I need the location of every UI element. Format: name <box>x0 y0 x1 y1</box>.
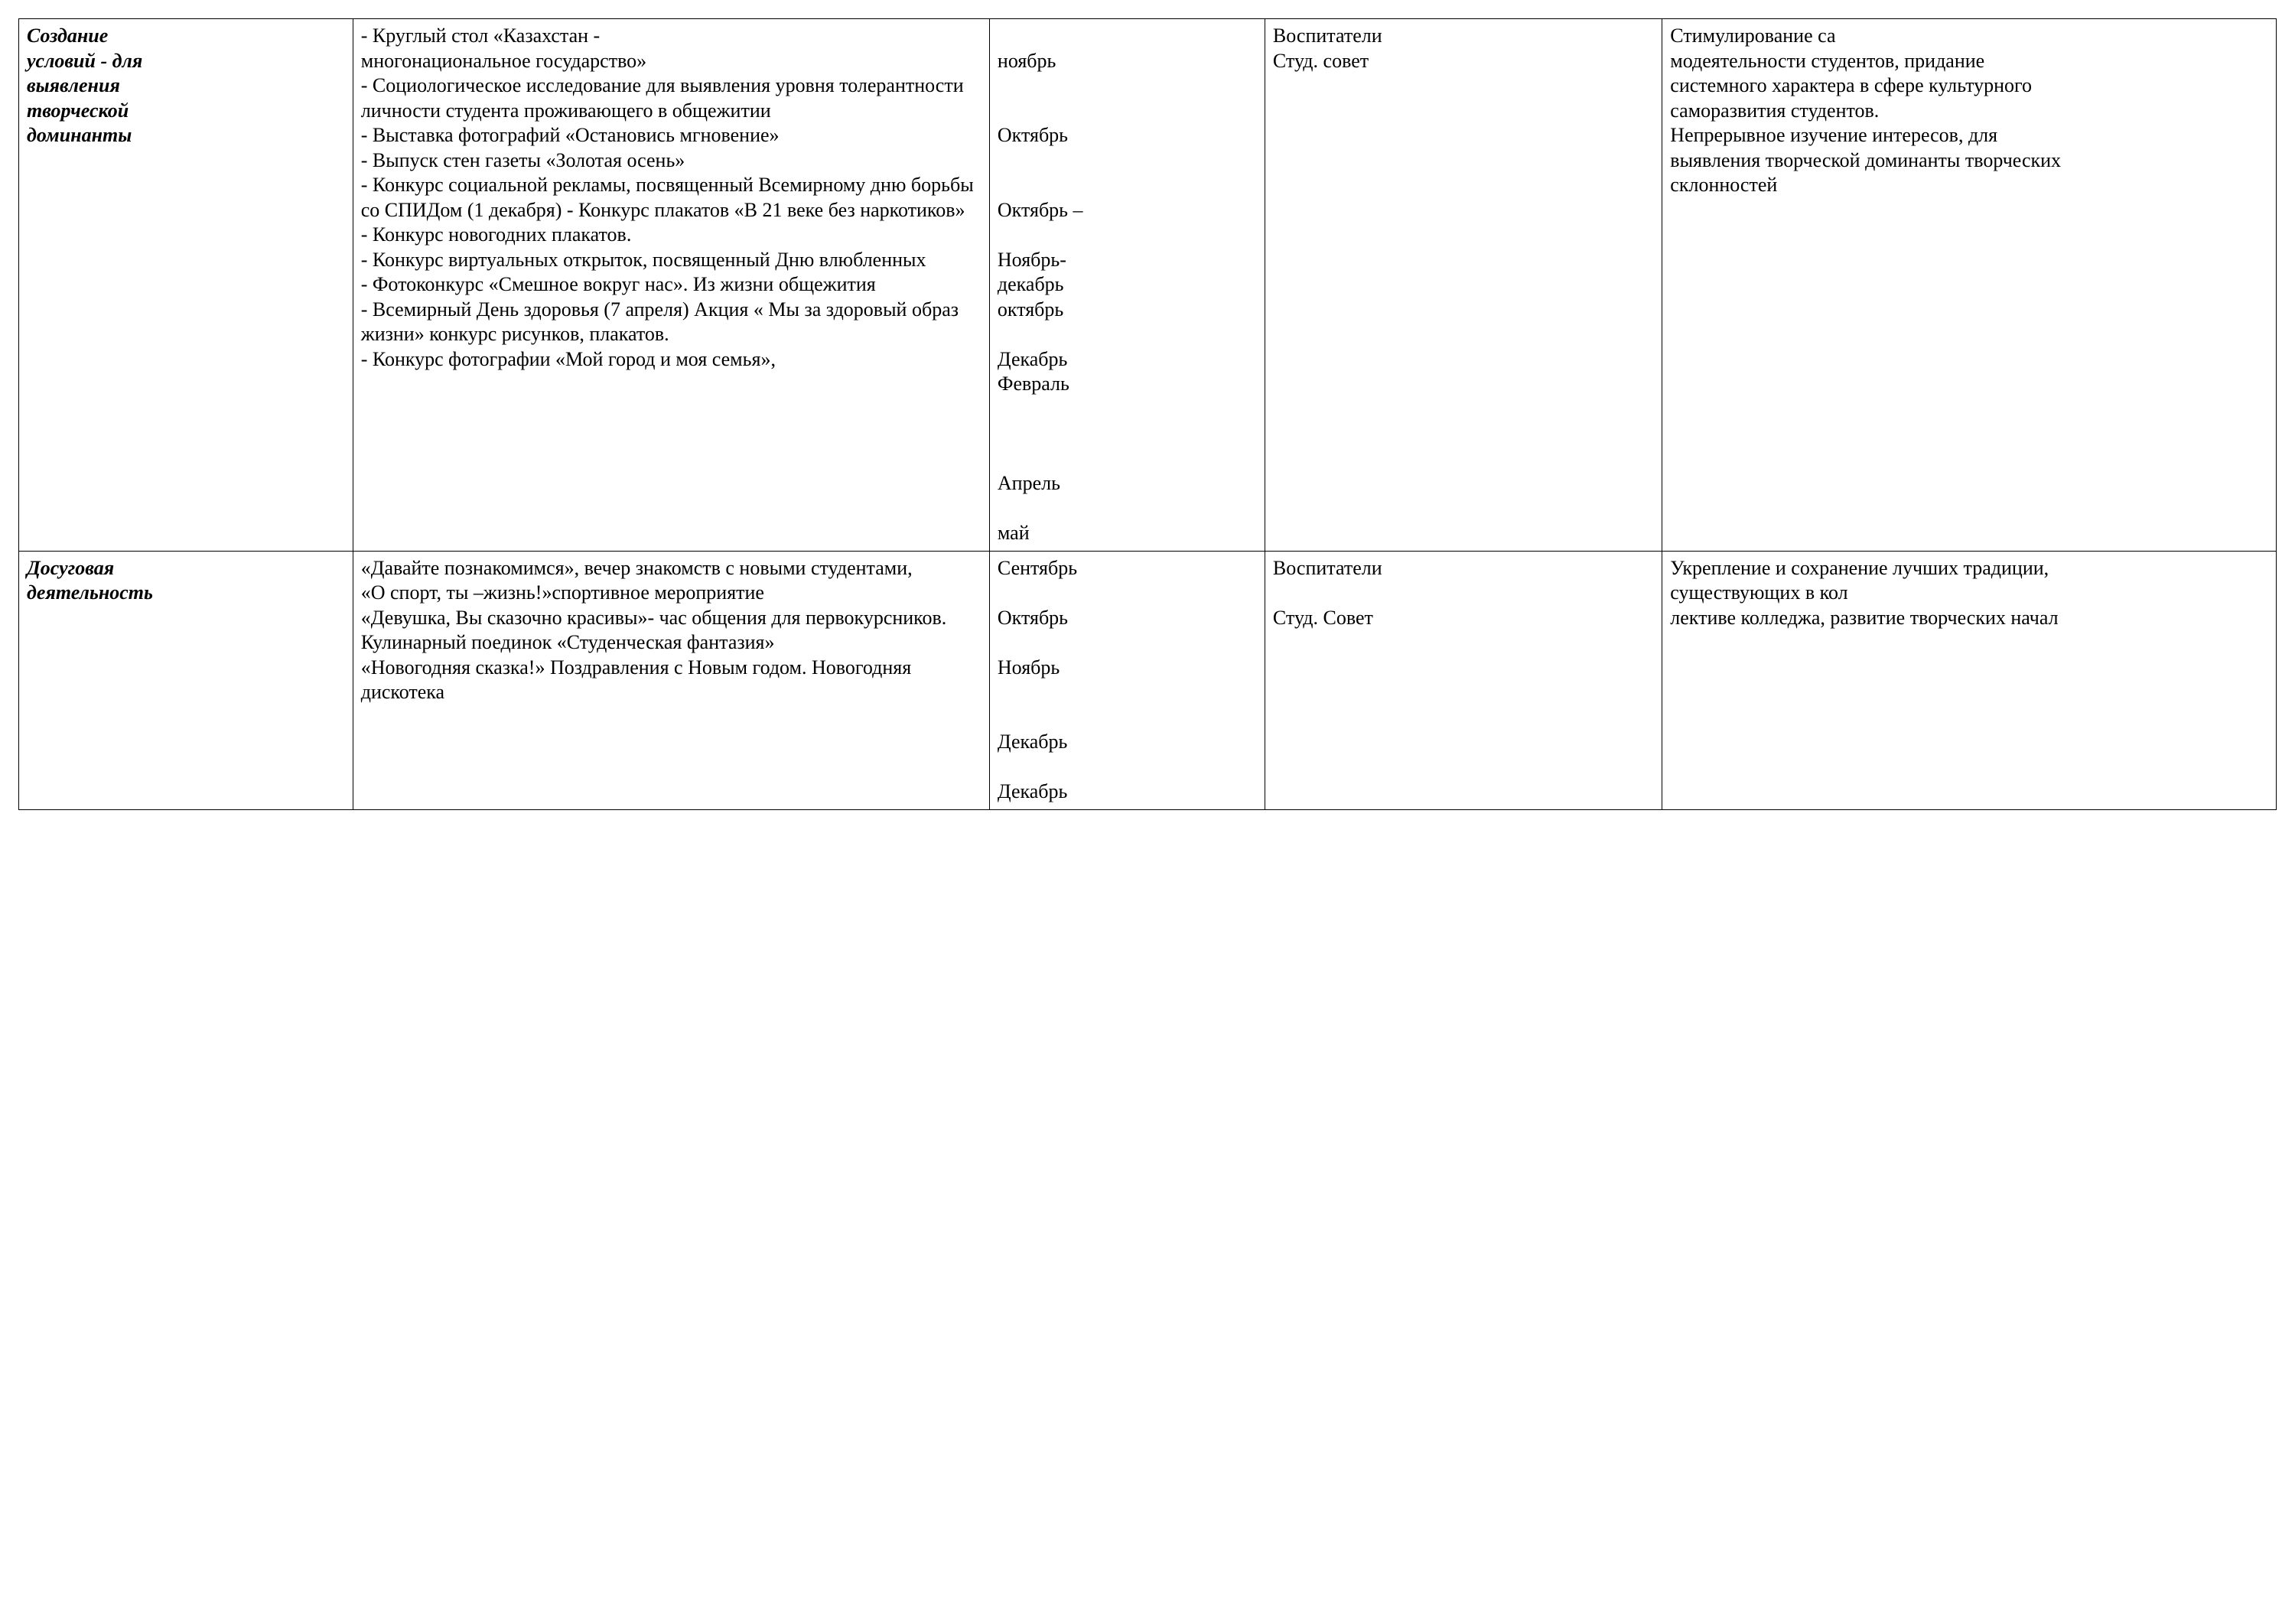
cell-line <box>998 680 1257 705</box>
cell-line <box>998 630 1257 656</box>
cell-line: Ноябрь- <box>998 248 1257 273</box>
cell-line <box>361 397 981 422</box>
cell-line: ноябрь <box>998 49 1257 74</box>
cell-line: Воспитатели <box>1273 24 1654 49</box>
cell-outcome: Стимулирование са модеятельности студент… <box>1662 19 2073 552</box>
cell-line <box>998 24 1257 49</box>
cell-line: Сентябрь <box>998 556 1257 581</box>
cell-line: модеятельности студентов, придание систе… <box>1670 49 2066 124</box>
cell-line <box>998 397 1257 422</box>
cell-line: Декабрь <box>998 730 1257 755</box>
cell-line: Создание <box>27 24 345 49</box>
cell-line: Ноябрь <box>998 656 1257 681</box>
cell-line <box>998 322 1257 347</box>
cell-line: Октябрь – <box>998 198 1257 223</box>
cell-line <box>998 173 1257 198</box>
cell-line: Февраль <box>998 372 1257 397</box>
cell-line <box>1273 581 1654 606</box>
cell-line: май <box>998 521 1257 546</box>
cell-line: Декабрь <box>998 347 1257 373</box>
cell-line: декабрь <box>998 272 1257 298</box>
cell-line <box>361 421 981 447</box>
cell-line: «Давайте познакомимся», вечер знакомств … <box>361 556 981 581</box>
cell-line: Студ. совет <box>1273 49 1654 74</box>
cell-outcome: Укрепление и сохранение лучших традиции,… <box>1662 551 2073 809</box>
cell-line: - Фотоконкурс «Смешное вокруг нас». Из ж… <box>361 272 981 298</box>
cell-activities: «Давайте познакомимся», вечер знакомств … <box>353 551 989 809</box>
cell-line: Стимулирование са <box>1670 24 2066 49</box>
cell-line: «О спорт, ты –жизнь!»спортивное мероприя… <box>361 581 981 606</box>
cell-category: Досуговая деятельность <box>19 551 353 809</box>
cell-line: октябрь <box>998 298 1257 323</box>
plan-table: Создание условий - для выявления творчес… <box>18 18 2277 810</box>
cell-line <box>998 581 1257 606</box>
cell-activities: - Круглый стол «Казахстан - многонациона… <box>353 19 989 552</box>
cell-line: Апрель <box>998 471 1257 496</box>
cell-line: «Новогодняя сказка!» Поздравления с Новы… <box>361 656 981 705</box>
cell-line <box>998 496 1257 522</box>
cell-line: - Конкурс новогодних плакатов. <box>361 223 981 248</box>
cell-line: лективе колледжа, развитие творческих на… <box>1670 606 2066 631</box>
cell-line: доминанты <box>27 123 345 148</box>
cell-line: творческой <box>27 99 345 124</box>
cell-line <box>998 148 1257 174</box>
cell-line: условий - для <box>27 49 345 74</box>
cell-line: Октябрь <box>998 606 1257 631</box>
cell-line <box>998 73 1257 99</box>
cell-line: Досуговая <box>27 556 345 581</box>
cell-line: - Всемирный День здоровья (7 апреля) Акц… <box>361 298 981 347</box>
cell-category: Создание условий - для выявления творчес… <box>19 19 353 552</box>
cell-line <box>998 421 1257 447</box>
cell-line: - Конкурс социальной рекламы, посвященны… <box>361 173 981 223</box>
table-row: Создание условий - для выявления творчес… <box>19 19 2277 552</box>
cell-empty <box>2073 19 2277 552</box>
cell-timing: Сентябрь Октябрь Ноябрь Декабрь Декабрь <box>989 551 1265 809</box>
cell-line: выявления <box>27 73 345 99</box>
cell-responsible: Воспитатели Студ. совет <box>1265 19 1662 552</box>
cell-line: Декабрь <box>998 779 1257 805</box>
cell-line: - Выпуск стен газеты «Золотая осень» <box>361 148 981 174</box>
cell-line: Непрерывное изучение интересов, для выяв… <box>1670 123 2066 198</box>
cell-line <box>998 99 1257 124</box>
cell-line: - Круглый стол «Казахстан - <box>361 24 981 49</box>
cell-line <box>361 372 981 397</box>
cell-line <box>998 447 1257 472</box>
cell-line: - Конкурс виртуальных открыток, посвящен… <box>361 248 981 273</box>
cell-line: - Выставка фотографий «Остановись мгнове… <box>361 123 981 148</box>
cell-timing: ноябрь Октябрь Октябрь – Ноябрь- декабрь… <box>989 19 1265 552</box>
cell-line: деятельность <box>27 581 345 606</box>
cell-line <box>998 755 1257 780</box>
cell-responsible: Воспитатели Студ. Совет <box>1265 551 1662 809</box>
cell-line: - Конкурс фотографии «Мой город и моя се… <box>361 347 981 373</box>
cell-line: Октябрь <box>998 123 1257 148</box>
cell-line: Воспитатели <box>1273 556 1654 581</box>
table-row: Досуговая деятельность «Давайте познаком… <box>19 551 2277 809</box>
table-body: Создание условий - для выявления творчес… <box>19 19 2277 810</box>
cell-line: Кулинарный поединок «Студенческая фантаз… <box>361 630 981 656</box>
cell-line: многонациональное государство» <box>361 49 981 74</box>
cell-line: - Социологическое исследование для выявл… <box>361 73 981 123</box>
cell-line: «Девушка, Вы сказочно красивы»- час обще… <box>361 606 981 631</box>
cell-empty <box>2073 551 2277 809</box>
cell-line: Укрепление и сохранение лучших традиции,… <box>1670 556 2066 606</box>
cell-line <box>998 223 1257 248</box>
cell-line <box>998 705 1257 731</box>
cell-line: Студ. Совет <box>1273 606 1654 631</box>
